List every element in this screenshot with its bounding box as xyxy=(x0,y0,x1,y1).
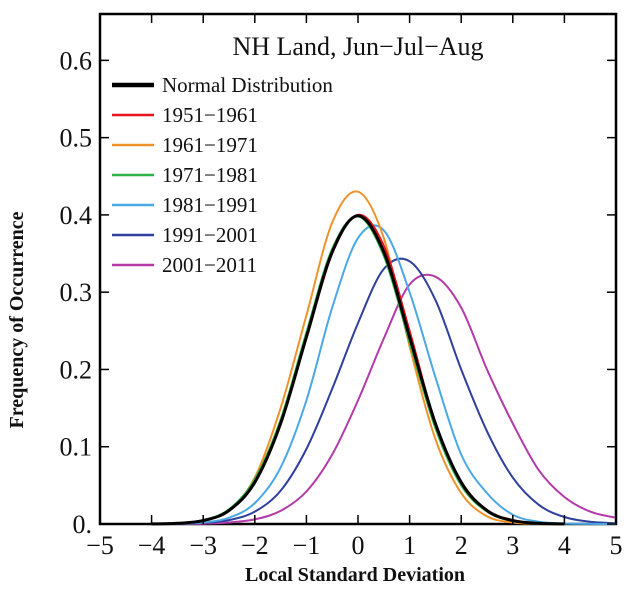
y-axis-title: Frequency of Occurrence xyxy=(6,211,28,428)
legend-label-1: 1951−1961 xyxy=(162,103,258,127)
y-tick-label: 0.5 xyxy=(60,124,93,153)
x-tick-label: −1 xyxy=(293,531,321,560)
x-tick-label: −2 xyxy=(241,531,269,560)
series-line-5 xyxy=(151,257,617,525)
y-tick-label: 0.2 xyxy=(60,355,93,384)
x-tick-label: 3 xyxy=(506,531,519,560)
axes-layer: −5 −4 −3 −2 −1 0 1 2 3 4 5 0. 0.1 0.2 0.3 0.4 0.5 0.6 xyxy=(60,14,623,560)
y-tick-label: 0. xyxy=(73,510,93,539)
legend-label-2: 1961−1971 xyxy=(162,133,258,157)
legend: Normal Distribution 1951−1961 1961−1971 197… xyxy=(112,73,333,277)
series-line-4 xyxy=(151,224,617,525)
legend-label-4: 1981−1991 xyxy=(162,193,258,217)
x-tick-label: −3 xyxy=(189,531,217,560)
x-tick-label: 5 xyxy=(610,531,623,560)
x-tick-label: 4 xyxy=(558,531,571,560)
x-tick-label: 2 xyxy=(455,531,468,560)
y-tick-label: 0.4 xyxy=(60,201,93,230)
y-tick-label: 0.1 xyxy=(60,433,93,462)
x-tick-label: 0 xyxy=(352,531,365,560)
y-tick-label: 0.6 xyxy=(60,46,93,75)
legend-label-6: 2001−2011 xyxy=(162,253,257,277)
x-tick-label: −4 xyxy=(138,531,166,560)
x-tick-label: 1 xyxy=(403,531,416,560)
legend-label-3: 1971−1981 xyxy=(162,163,258,187)
series-layer xyxy=(151,190,617,526)
x-tick-label: −5 xyxy=(86,531,114,560)
legend-label-5: 1991−2001 xyxy=(162,223,258,247)
x-axis-title: Local Standard Deviation xyxy=(245,564,465,586)
chart-title: NH Land, Jun−Jul−Aug xyxy=(232,32,483,61)
series-line-6 xyxy=(151,273,617,525)
series-line-0 xyxy=(151,214,565,526)
legend-label-0: Normal Distribution xyxy=(162,73,333,97)
y-tick-label: 0.3 xyxy=(60,278,93,307)
